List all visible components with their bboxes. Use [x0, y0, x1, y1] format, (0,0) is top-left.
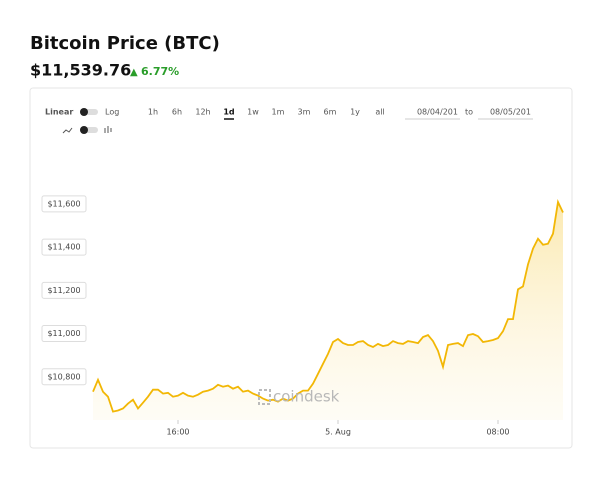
controls — [62, 108, 533, 134]
range-option[interactable]: 1y — [350, 108, 360, 117]
y-tick-box — [41, 238, 87, 256]
y-tick-label: $11,000 — [47, 329, 80, 338]
range-option[interactable]: 6h — [172, 108, 182, 117]
watermark: coindesk — [273, 388, 340, 406]
y-tick-box — [41, 195, 87, 213]
y-tick-box — [41, 325, 87, 343]
range-option[interactable]: 1m — [272, 108, 285, 117]
range-option[interactable]: 6m — [324, 108, 337, 117]
y-tick-box — [41, 368, 87, 386]
y-tick-label: $11,600 — [47, 199, 80, 208]
x-tick-label: 5. Aug — [325, 428, 351, 437]
to-date[interactable]: 08/05/201 — [490, 108, 531, 117]
from-date[interactable]: 08/04/201 — [417, 108, 458, 117]
toggle-knob — [80, 108, 88, 116]
area — [93, 202, 563, 420]
candle-icon — [104, 126, 112, 133]
y-tick-label: $11,400 — [47, 243, 80, 252]
scale-option[interactable]: Linear — [45, 108, 73, 117]
x-tick-label: 08:00 — [486, 428, 509, 437]
price: $11,539.76 — [30, 61, 131, 80]
y-tick-label: $11,200 — [47, 286, 80, 295]
range-option[interactable]: 3m — [298, 108, 311, 117]
to-label: to — [465, 108, 473, 117]
up-arrow: ▲ — [130, 67, 138, 78]
change: 6.77% — [141, 65, 179, 78]
range-option[interactable]: 12h — [195, 108, 210, 117]
range-option[interactable]: all — [375, 108, 384, 117]
title: Bitcoin Price (BTC) — [30, 33, 220, 54]
scale-option[interactable]: Log — [105, 108, 119, 117]
toggle-knob — [80, 126, 88, 134]
range-option[interactable]: 1d — [223, 108, 235, 117]
price-line — [92, 198, 564, 413]
y-tick-label: $10,800 — [47, 372, 80, 381]
x-tick-label: 16:00 — [166, 428, 189, 437]
line-icon — [62, 127, 73, 134]
y-tick-box — [41, 281, 87, 299]
range-option[interactable]: 1h — [148, 108, 158, 117]
range-option[interactable]: 1w — [247, 108, 259, 117]
logo-icon — [258, 389, 271, 405]
